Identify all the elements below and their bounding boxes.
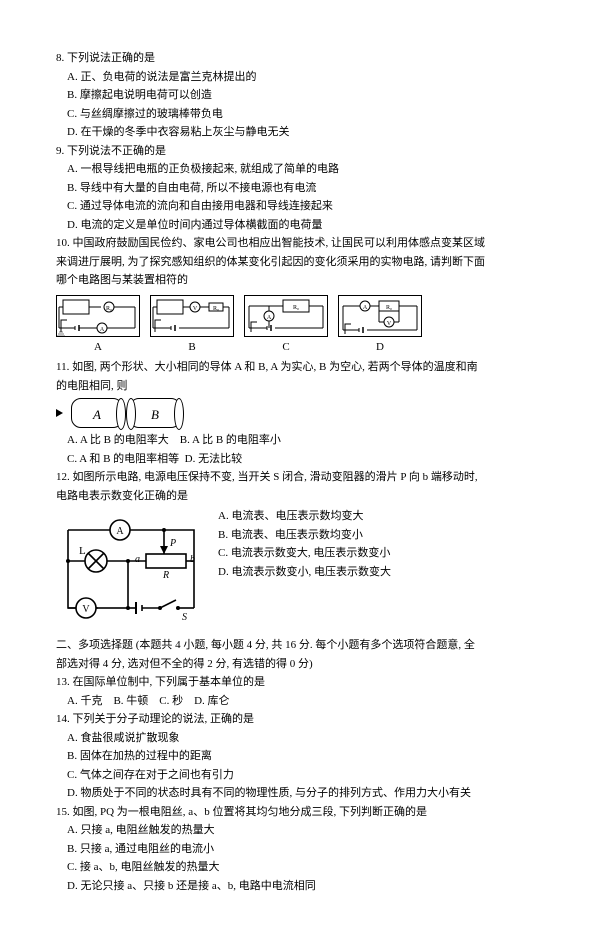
section2-title: 二、多项选择题 (本题共 4 小题, 每小题 4 分, 共 16 分. 每个小题… xyxy=(56,637,539,654)
svg-text:R₀: R₀ xyxy=(213,306,219,312)
q14-opt-a: A. 食盐很咸说扩散现象 xyxy=(56,730,539,747)
q10-label-c: C xyxy=(244,339,328,356)
q10-title: 10. 中国政府鼓励国民俭约、家电公司也相应出智能技术, 让国民可以利用体感点变… xyxy=(56,235,539,252)
q10-option-b: V R₀ B xyxy=(150,295,234,356)
svg-text:A: A xyxy=(100,327,105,333)
q12-opt-c: C. 电流表示数变大, 电压表示数变小 xyxy=(218,545,539,562)
q12-circuit-diagram: A P a b R L V xyxy=(56,512,206,627)
q15-opt-a: A. 只接 a, 电阻丝触发的热量大 xyxy=(56,822,539,839)
q13-opts: A. 千克 B. 牛顿 C. 秒 D. 库仑 xyxy=(56,693,539,710)
q15-opt-d: D. 无论只接 a、只接 b 还是接 a、b, 电路中电流相同 xyxy=(56,878,539,895)
q10-line2: 来调进厅展明, 为了探究感知组织的体某变化引起因的变化须采用的实物电路, 请判断… xyxy=(56,254,539,271)
q10-diagrams-row: R₀ A A V xyxy=(56,295,539,356)
q15-title: 15. 如图, PQ 为一根电阻丝, a、b 位置将其均匀地分成三段, 下列判断… xyxy=(56,804,539,821)
arrow-icon xyxy=(56,409,63,417)
q8-title: 8. 下列说法正确的是 xyxy=(56,50,539,67)
q15-opt-b: B. 只接 a, 通过电阻丝的电流小 xyxy=(56,841,539,858)
q8-opt-d: D. 在干燥的冬季中衣容易粘上灰尘与静电无关 xyxy=(56,124,539,141)
cylinder-a: A xyxy=(71,398,123,428)
svg-text:A: A xyxy=(267,315,272,321)
q9-opt-d: D. 电流的定义是单位时间内通过导体横截面的电荷量 xyxy=(56,217,539,234)
q11-title: 11. 如图, 两个形状、大小相同的导体 A 和 B, A 为实心, B 为空心… xyxy=(56,359,539,376)
slider-a-label: a xyxy=(135,554,140,565)
svg-text:R₀: R₀ xyxy=(293,305,299,311)
q12-opt-b: B. 电流表、电压表示数均变小 xyxy=(218,527,539,544)
q14-opt-d: D. 物质处于不同的状态时具有不同的物理性质, 与分子的排列方式、作用力大小有关 xyxy=(56,785,539,802)
q10-line3: 哪个电路图与某装置相符的 xyxy=(56,272,539,289)
q10-label-a: A xyxy=(56,339,140,356)
q14-opt-b: B. 固体在加热的过程中的距离 xyxy=(56,748,539,765)
q9-opt-b: B. 导线中有大量的自由电荷, 所以不接电源也有电流 xyxy=(56,180,539,197)
q11-opt-ab: A. A 比 B 的电阻率大 B. A 比 B 的电阻率小 xyxy=(56,432,539,449)
q10-option-a: R₀ A A xyxy=(56,295,140,356)
svg-text:R₀: R₀ xyxy=(106,306,112,312)
q14-title: 14. 下列关于分子动理论的说法, 正确的是 xyxy=(56,711,539,728)
resistor-label: R xyxy=(162,570,169,581)
svg-text:V: V xyxy=(193,306,198,312)
svg-text:R₀: R₀ xyxy=(386,305,392,311)
q10-label-b: B xyxy=(150,339,234,356)
q10-label-d: D xyxy=(338,339,422,356)
q8-opt-b: B. 摩擦起电说明电荷可以创造 xyxy=(56,87,539,104)
q12-title: 12. 如图所示电路, 电源电压保持不变, 当开关 S 闭合, 滑动变阻器的滑片… xyxy=(56,469,539,486)
q10-option-c: R₀ A C xyxy=(244,295,328,356)
q15-opt-c: C. 接 a、b, 电阻丝触发的热量大 xyxy=(56,859,539,876)
q11-line2: 的电阻相同, 则 xyxy=(56,378,539,395)
q14-opt-c: C. 气体之间存在对于之间也有引力 xyxy=(56,767,539,784)
q12-opt-d: D. 电流表示数变小, 电压表示数变大 xyxy=(218,564,539,581)
q9-opt-a: A. 一根导线把电瓶的正负极接起来, 就组成了简单的电路 xyxy=(56,161,539,178)
slider-p-label: P xyxy=(169,538,176,549)
cylinder-b: B xyxy=(129,398,181,428)
section2-line2: 部选对得 4 分, 选对但不全的得 2 分, 有选错的得 0 分) xyxy=(56,656,539,673)
q11-opt-cd: C. A 和 B 的电阻率相等 D. 无法比较 xyxy=(56,451,539,468)
q8-opt-c: C. 与丝绸摩擦过的玻璃棒带负电 xyxy=(56,106,539,123)
ammeter-label: A xyxy=(116,526,124,537)
q9-opt-c: C. 通过导体电流的流向和自由接用电器和导线连接起来 xyxy=(56,198,539,215)
lamp-label: L xyxy=(79,545,86,557)
q9-title: 9. 下列说法不正确的是 xyxy=(56,143,539,160)
svg-text:V: V xyxy=(387,321,392,327)
q12-opt-a: A. 电流表、电压表示数均变大 xyxy=(218,508,539,525)
q13-title: 13. 在国际单位制中, 下列属于基本单位的是 xyxy=(56,674,539,691)
q10-option-d: A R₀ V D xyxy=(338,295,422,356)
svg-text:A: A xyxy=(363,305,368,311)
voltmeter-label: V xyxy=(82,604,90,615)
switch-label: S xyxy=(182,612,187,623)
q11-cylinders: A B xyxy=(56,398,539,428)
q12-line2: 电路电表示数变化正确的是 xyxy=(56,488,539,505)
q8-opt-a: A. 正、负电荷的说法是富兰克林提出的 xyxy=(56,69,539,86)
